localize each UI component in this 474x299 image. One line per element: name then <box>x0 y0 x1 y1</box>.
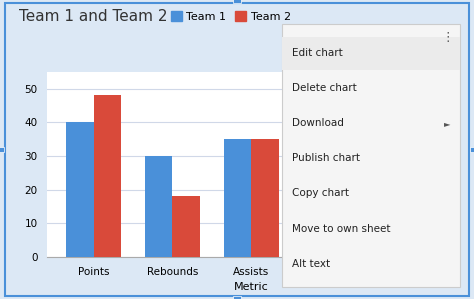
X-axis label: Metric: Metric <box>234 283 269 292</box>
Text: Publish chart: Publish chart <box>292 153 360 164</box>
Text: Move to own sheet: Move to own sheet <box>292 224 391 234</box>
Text: ►: ► <box>444 119 450 128</box>
Bar <box>93 95 121 257</box>
Bar <box>302 196 330 257</box>
Text: Alt text: Alt text <box>292 259 330 269</box>
Bar <box>145 156 173 257</box>
Text: ⋮: ⋮ <box>442 31 454 44</box>
Text: Download: Download <box>292 118 344 129</box>
Text: Edit chart: Edit chart <box>292 48 343 58</box>
Bar <box>409 223 437 257</box>
Bar <box>224 139 251 257</box>
Bar <box>66 122 93 257</box>
Bar <box>173 196 200 257</box>
Legend: Team 1, Team 2: Team 1, Team 2 <box>166 7 295 26</box>
Text: Copy chart: Copy chart <box>292 188 349 199</box>
Bar <box>251 139 279 257</box>
Bar <box>381 223 409 257</box>
Text: Team 1 and Team 2: Team 1 and Team 2 <box>19 9 167 24</box>
Text: Delete chart: Delete chart <box>292 83 357 93</box>
Bar <box>330 210 358 257</box>
